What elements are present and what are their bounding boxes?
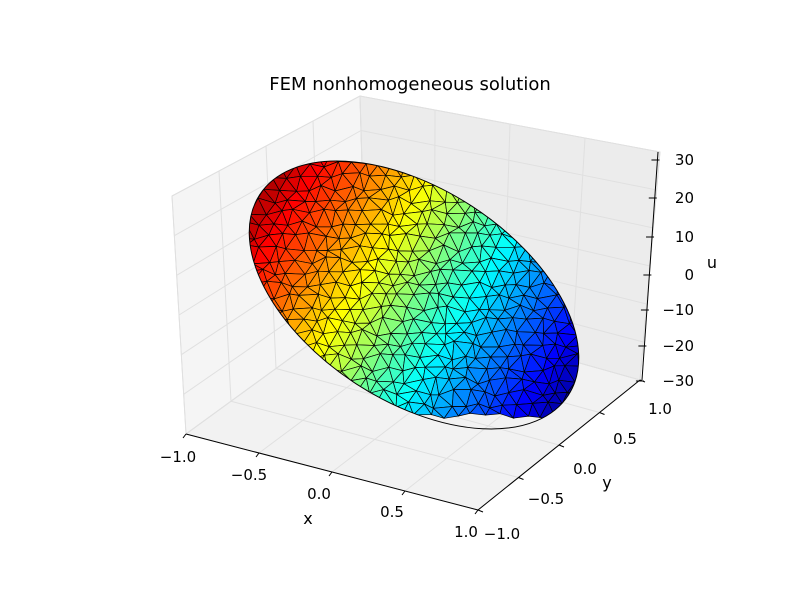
x-tick-label: −0.5	[231, 466, 267, 484]
surface-boundary	[248, 160, 580, 430]
x-tick	[474, 509, 479, 515]
y-tick-label: −1.0	[484, 525, 520, 543]
y-tick	[558, 444, 565, 448]
x-tick-label: 1.0	[454, 523, 478, 541]
z-tick-label: −30	[662, 372, 694, 390]
z-tick-label: 0	[684, 266, 694, 284]
x-axis-label: x	[303, 509, 312, 528]
z-tick-label: −20	[662, 337, 694, 355]
y-tick	[599, 412, 605, 415]
mesh-triangle	[243, 140, 262, 150]
axes	[182, 151, 660, 515]
z-tick-label: −10	[662, 301, 694, 319]
x-tick	[328, 471, 333, 477]
mesh-triangle	[239, 140, 256, 151]
x-tick-label: 0.5	[380, 503, 404, 521]
z-axis-line	[641, 151, 659, 381]
side-grid-y	[218, 170, 232, 402]
y-axis-label: y	[602, 473, 611, 492]
mesh-triangle	[225, 137, 241, 150]
y-tick	[518, 477, 524, 480]
y-tick-label: 0.0	[573, 460, 597, 478]
y-tick-label: −0.5	[528, 490, 564, 508]
mesh-triangle	[230, 143, 246, 150]
y-tick-label: 1.0	[648, 400, 672, 418]
x-tick	[182, 433, 187, 439]
y-tick	[477, 509, 484, 513]
x-tick	[401, 490, 406, 496]
x-tick-label: −1.0	[160, 448, 196, 466]
z-axis-label: u	[707, 253, 717, 272]
chart-title: FEM nonhomogeneous solution	[269, 74, 551, 95]
y-tick-label: 0.5	[613, 430, 637, 448]
side-grid-y	[171, 195, 187, 435]
x-tick	[255, 452, 260, 458]
x-tick-label: 0.0	[307, 485, 331, 503]
back-grid-x	[571, 137, 586, 361]
tick-labels: −1.0 −0.5 0.0 0.5 1.0 −1.0 −0.5 0.0 0.5 1.0 −30 −20…	[160, 151, 694, 543]
z-tick-label: 20	[675, 189, 694, 207]
z-tick-label: 10	[675, 228, 694, 246]
z-tick-label: 30	[675, 151, 694, 169]
